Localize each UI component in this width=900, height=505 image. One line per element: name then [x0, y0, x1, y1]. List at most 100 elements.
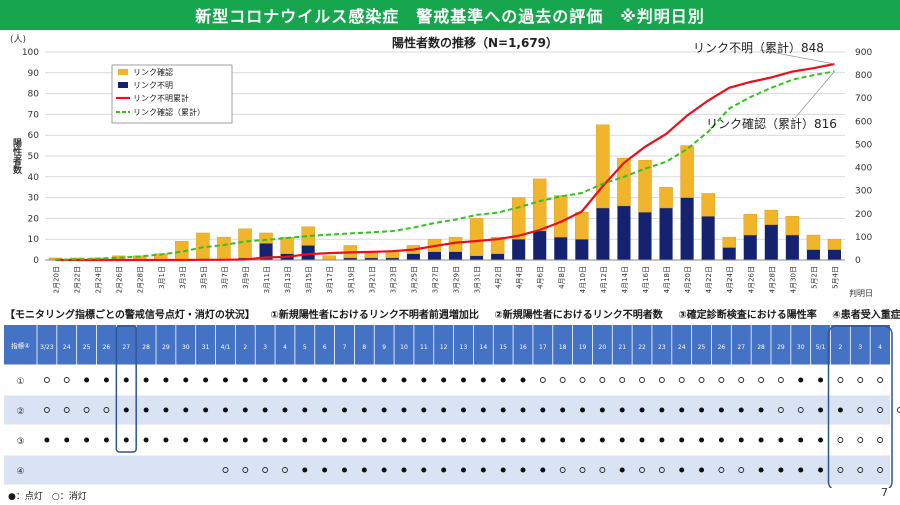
x-tick-label: 4月12日	[600, 266, 608, 293]
date-header: 26	[718, 344, 726, 351]
signal-on	[381, 437, 387, 443]
bar-unknown	[491, 253, 505, 260]
table-row	[4, 365, 890, 395]
bar-unknown	[554, 237, 568, 260]
signal-on	[818, 377, 824, 383]
signal-on	[659, 407, 665, 413]
signal-on	[718, 437, 724, 443]
signal-on	[798, 467, 804, 473]
signal-on	[441, 467, 447, 473]
row-label: ④	[16, 467, 24, 477]
x-tick-label: 3月13日	[284, 266, 292, 293]
signal-on	[242, 377, 248, 383]
bar-unknown	[533, 230, 547, 260]
signal-on	[322, 407, 328, 413]
signal-on	[123, 437, 129, 443]
signal-off	[797, 407, 804, 413]
signal-off	[777, 377, 784, 383]
x-tick-label: 3月11日	[263, 266, 271, 293]
x-tick-label: 5月2日	[810, 266, 818, 289]
signal-on	[84, 377, 90, 383]
signal-on	[282, 437, 288, 443]
legend-label-linked-cumulative: リンク確認（累計）	[133, 107, 205, 117]
table-corner-label: 指標④	[11, 341, 30, 350]
signal-on	[520, 407, 526, 413]
signal-on	[123, 407, 129, 413]
bar-unknown	[575, 239, 589, 260]
signal-on	[461, 437, 466, 443]
legend-swatch-unknown	[118, 82, 128, 88]
legend-label-linked: リンク確認	[133, 67, 173, 77]
date-header: 17	[539, 344, 547, 351]
y2-tick-label: 800	[855, 71, 872, 81]
bar-unknown	[722, 247, 736, 260]
bar-unknown	[659, 208, 673, 260]
signal-on	[500, 407, 506, 413]
date-header: 19	[579, 344, 587, 351]
x-tick-label: 2月20日	[53, 266, 61, 293]
signal-on	[143, 407, 149, 413]
x-unit-label: 判明日	[849, 288, 873, 298]
signal-off	[83, 407, 90, 413]
signal-on	[798, 377, 804, 383]
bar-linked	[511, 197, 526, 240]
date-header: 4/1	[221, 344, 231, 351]
date-header: 3/23	[40, 344, 54, 351]
signal-on	[520, 377, 526, 383]
signal-off	[599, 467, 606, 473]
signal-on	[699, 437, 705, 443]
x-tick-label: 3月17日	[326, 266, 334, 293]
signal-on	[302, 407, 308, 413]
date-header: 11	[420, 344, 428, 351]
signal-off	[877, 437, 884, 443]
signal-on	[461, 407, 466, 413]
signal-on	[659, 437, 665, 443]
signal-off	[43, 407, 50, 413]
signal-on	[84, 437, 90, 443]
y-tick-label: 20	[28, 214, 40, 224]
signal-on	[798, 437, 804, 443]
signal-off	[539, 377, 546, 383]
signal-on	[143, 437, 149, 443]
x-tick-label: 3月27日	[431, 266, 439, 293]
row-label: ②	[16, 407, 24, 417]
signal-on	[143, 377, 149, 383]
date-header: 26	[103, 344, 111, 351]
bar-linked	[659, 186, 673, 209]
signal-on	[341, 467, 347, 473]
table-header-row	[4, 325, 890, 365]
y-tick-label: 0	[33, 256, 39, 266]
bar-unknown	[427, 251, 441, 260]
signal-on	[262, 407, 268, 413]
bar-linked	[680, 145, 694, 198]
signal-off	[698, 377, 705, 383]
signal-on	[461, 377, 466, 383]
y2-tick-label: 600	[855, 117, 872, 127]
signal-on	[480, 377, 486, 383]
date-header: 4	[878, 344, 882, 351]
signal-on	[580, 407, 586, 413]
signal-on	[599, 407, 605, 413]
x-tick-label: 3月25日	[410, 266, 418, 293]
bar-unknown	[301, 245, 315, 260]
signal-on	[341, 407, 347, 413]
x-tick-label: 4月6日	[537, 266, 545, 289]
x-tick-label: 4月4日	[516, 266, 524, 289]
bar-unknown	[470, 255, 484, 260]
x-tick-label: 2月22日	[74, 266, 82, 293]
bar-unknown	[827, 249, 841, 260]
signal-off	[678, 377, 685, 383]
signal-off	[639, 377, 645, 383]
bar-linked	[322, 255, 336, 261]
y2-tick-label: 400	[855, 164, 872, 174]
date-header: 8	[362, 344, 366, 351]
bar-linked	[722, 236, 736, 248]
date-header: 29	[777, 344, 785, 351]
monitoring-header: 【モニタリング指標ごとの警戒信号点灯・消灯の状況】 ①新規陽性者におけるリンク不…	[5, 306, 900, 321]
signal-on	[203, 377, 209, 383]
x-tick-label: 3月1日	[158, 266, 166, 289]
signal-on	[441, 437, 447, 443]
x-tick-label: 3月23日	[389, 266, 397, 293]
x-tick-label: 3月21日	[368, 266, 376, 293]
